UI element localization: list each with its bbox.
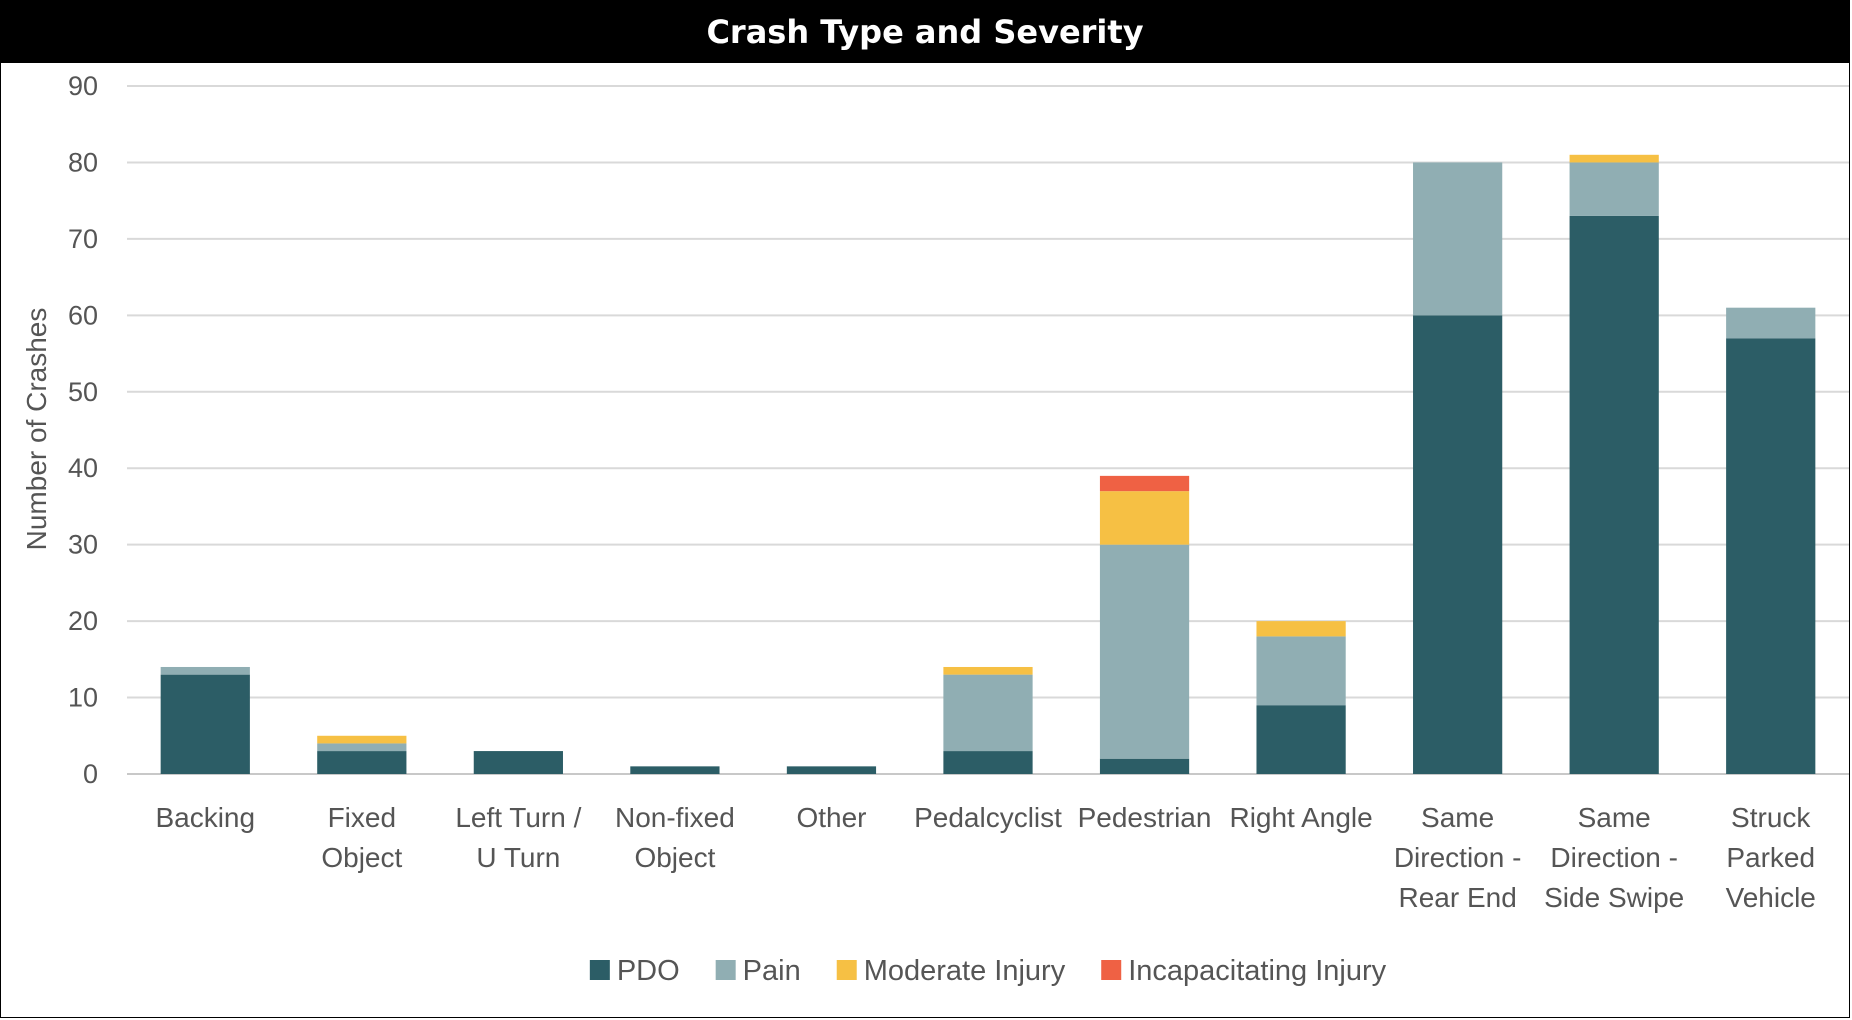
- bar-segment: [1256, 621, 1346, 637]
- legend-swatch: [715, 960, 736, 980]
- bar-segment: [1256, 636, 1346, 706]
- y-tick-label: 30: [68, 530, 98, 560]
- bar-segment: [943, 751, 1033, 774]
- bar-segment: [1413, 162, 1503, 316]
- y-axis-ticks: 0 10 20 30 40 50 60 70 80 90: [68, 71, 98, 789]
- bar-segment: [943, 674, 1033, 752]
- legend: PDO Pain Moderate Injury Incapacitating Inj…: [589, 955, 1387, 987]
- legend-item: Pain: [715, 955, 801, 987]
- x-category-label: Backing: [155, 802, 255, 833]
- bar-segment: [1099, 491, 1190, 545]
- bar-segment: [317, 743, 407, 752]
- x-category-label: Same Direction -Rear End: [1394, 802, 1522, 913]
- y-tick-label: 10: [68, 683, 98, 713]
- x-category-label: Left Turn / U Turn: [455, 802, 581, 873]
- bar-segment: [1726, 338, 1816, 774]
- bar-segment: [317, 751, 407, 774]
- legend-label: Moderate Injury: [864, 955, 1066, 987]
- legend-item: Incapacitating Injury: [1101, 955, 1387, 987]
- bar-segment: [317, 735, 407, 744]
- y-tick-label: 40: [68, 453, 98, 483]
- bar-segment: [943, 666, 1033, 675]
- bar-segment: [1726, 307, 1816, 339]
- x-category-label: Right Angle: [1229, 802, 1372, 833]
- y-tick-label: 70: [68, 224, 98, 254]
- legend-swatch: [1101, 960, 1122, 980]
- bar-segment: [1569, 154, 1659, 163]
- bar-segment: [1099, 544, 1190, 759]
- legend-label: PDO: [617, 955, 680, 987]
- bar-segment: [1099, 475, 1190, 492]
- x-category-label: Other: [796, 802, 866, 833]
- legend-label: Pain: [743, 955, 801, 987]
- x-category-label: Same Direction -Side Swipe: [1544, 802, 1684, 913]
- bar-segment: [630, 766, 720, 774]
- bar-segment: [1099, 758, 1190, 774]
- gridlines: [127, 85, 1849, 775]
- y-tick-label: 20: [68, 606, 98, 636]
- x-category-label: Non-fixed Object: [615, 802, 735, 873]
- y-tick-label: 60: [68, 300, 98, 330]
- bar-segment: [1413, 315, 1503, 774]
- x-axis-categories: Backing Fixed Object Left Turn / U Turn Non-f…: [155, 802, 1815, 913]
- bar-segment: [1569, 215, 1659, 774]
- bar-segment: [160, 674, 250, 774]
- y-tick-label: 80: [68, 147, 98, 177]
- chart-title: Crash Type and Severity: [1, 1, 1849, 63]
- bars: [160, 154, 1816, 774]
- legend-item: PDO: [589, 955, 680, 987]
- x-category-label: Pedestrian: [1078, 802, 1212, 833]
- bar-segment: [160, 666, 250, 675]
- x-category-label: Struck Parked Vehicle: [1726, 802, 1816, 913]
- bar-segment: [473, 751, 563, 774]
- y-axis-title: Number of Crashes: [21, 308, 52, 551]
- x-category-label: Fixed Object: [321, 802, 402, 873]
- bar-segment: [1256, 705, 1346, 774]
- x-category-label: Pedalcyclist: [914, 802, 1062, 833]
- legend-swatch: [836, 960, 857, 980]
- legend-item: Moderate Injury: [836, 955, 1066, 987]
- y-tick-label: 90: [68, 71, 98, 101]
- bar-segment: [1569, 162, 1659, 216]
- legend-swatch: [589, 960, 610, 980]
- bar-segment: [786, 766, 877, 774]
- y-tick-label: 0: [83, 759, 98, 789]
- legend-label: Incapacitating Injury: [1128, 955, 1386, 987]
- y-tick-label: 50: [68, 377, 98, 407]
